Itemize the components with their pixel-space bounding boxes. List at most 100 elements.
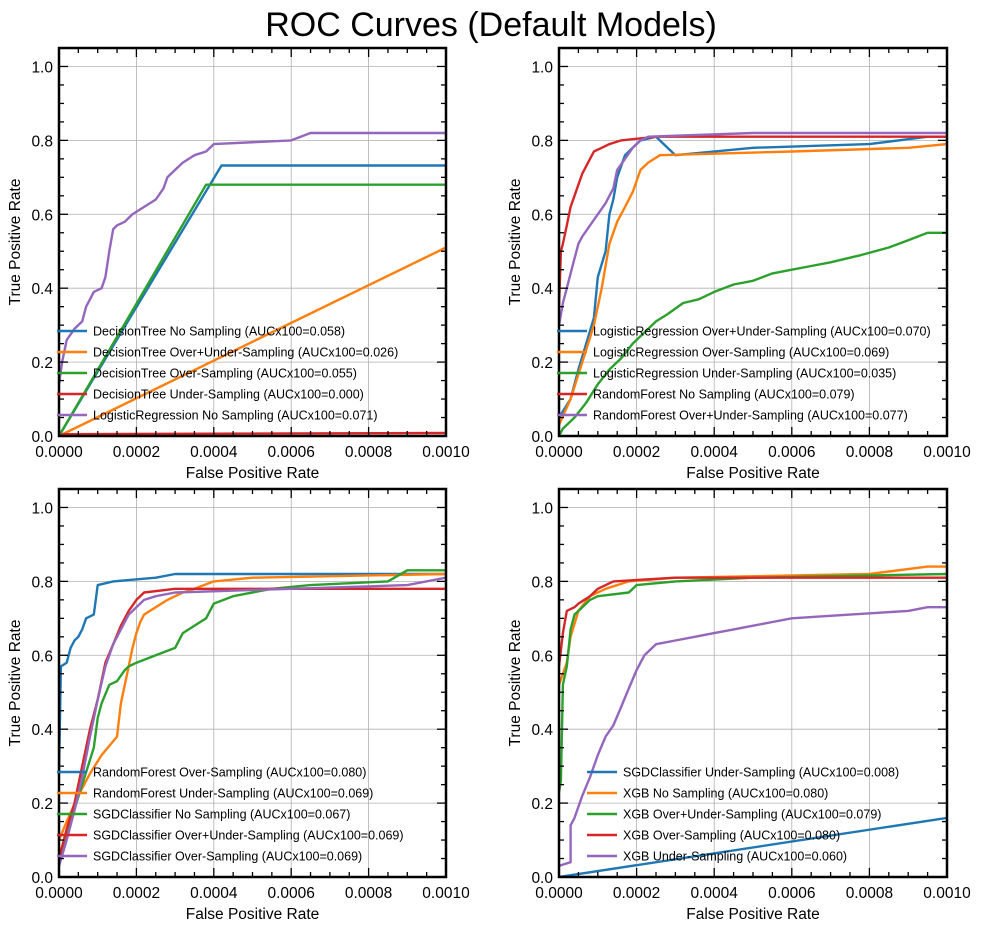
y-tick-label: 0.4 <box>531 281 553 298</box>
roc-curve-4 <box>559 576 947 667</box>
roc-curve-3 <box>59 569 446 859</box>
x-tick-label: 0.0004 <box>190 885 238 902</box>
y-tick-label: 0.6 <box>531 207 553 224</box>
legend-entry: LogisticRegression Over+Under-Sampling (… <box>593 325 931 339</box>
y-tick-label: 0.8 <box>531 133 553 150</box>
x-tick-label: 0.0000 <box>535 444 583 461</box>
y-tick-label: 0.2 <box>31 796 53 813</box>
x-tick-label: 0.0008 <box>345 885 392 902</box>
axes-frame <box>57 487 448 879</box>
x-tick-label: 0.0004 <box>690 885 738 902</box>
x-tick-label: 0.0002 <box>113 444 160 461</box>
x-tick-label: 0.0006 <box>768 444 815 461</box>
roc-curve-1 <box>559 135 947 419</box>
x-axis-label: False Positive Rate <box>186 906 320 923</box>
roc-panel-3: 0.0000 0.0002 0.0004 0.0006 0.0008 0.0010 0.0 0… <box>7 487 470 923</box>
y-tick-label: 1.0 <box>31 500 53 517</box>
legend-entry: LogisticRegression Over-Sampling (AUCx10… <box>593 346 889 360</box>
legend-entry: RandomForest Under-Sampling (AUCx100=0.0… <box>93 787 373 801</box>
roc-panel-2: 0.0000 0.0002 0.0004 0.0006 0.0008 0.0010 0.0 0… <box>507 46 971 482</box>
y-tick-label: 0.8 <box>31 133 53 150</box>
y-tick-label: 0.4 <box>31 722 53 739</box>
curves <box>559 565 947 877</box>
roc-curve-1 <box>559 816 947 877</box>
legend-entry: XGB Over-Sampling (AUCx100=0.080) <box>623 829 840 843</box>
legend-entry: DecisionTree Over+Under-Sampling (AUCx10… <box>93 346 398 360</box>
legend: LogisticRegression Over+Under-Sampling (… <box>557 325 931 423</box>
x-tick-label: 0.0000 <box>535 885 583 902</box>
y-tick-label: 0.8 <box>531 574 553 591</box>
x-tick-label: 0.0010 <box>923 885 971 902</box>
legend-entry: SGDClassifier Under-Sampling (AUCx100=0.… <box>623 766 899 780</box>
legend-entry: DecisionTree Under-Sampling (AUCx100=0.0… <box>93 388 364 402</box>
y-tick-label: 1.0 <box>531 500 553 517</box>
figure-title: ROC Curves (Default Models) <box>265 6 717 44</box>
x-tick-label: 0.0006 <box>267 885 314 902</box>
legend-entry: RandomForest Over-Sampling (AUCx100=0.08… <box>93 766 366 780</box>
legend-entry: DecisionTree No Sampling (AUCx100=0.058) <box>93 325 345 339</box>
x-axis-label: False Positive Rate <box>186 465 320 482</box>
roc-curve-5 <box>559 131 947 326</box>
y-tick-label: 0.6 <box>31 207 53 224</box>
roc-curve-1 <box>59 572 446 774</box>
x-tick-label: 0.0008 <box>345 444 392 461</box>
legend: SGDClassifier Under-Sampling (AUCx100=0.… <box>587 766 899 864</box>
x-tick-label: 0.0004 <box>190 444 238 461</box>
curves <box>59 569 446 867</box>
x-axis-label: False Positive Rate <box>686 906 820 923</box>
axes-frame <box>557 487 949 879</box>
x-tick-label: 0.0008 <box>846 444 893 461</box>
legend-entry: RandomForest No Sampling (AUCx100=0.079) <box>593 388 855 402</box>
y-axis-label: True Positive Rate <box>7 179 24 306</box>
legend-entry: SGDClassifier Over+Under-Sampling (AUCx1… <box>93 829 404 843</box>
x-tick-label: 0.0002 <box>613 444 660 461</box>
y-tick-label: 0.6 <box>531 648 553 665</box>
y-tick-label: 1.0 <box>531 59 553 76</box>
y-tick-label: 1.0 <box>31 59 53 76</box>
legend-entry: XGB Over+Under-Sampling (AUCx100=0.079) <box>623 808 881 822</box>
x-tick-label: 0.0004 <box>690 444 738 461</box>
x-tick-label: 0.0000 <box>35 444 83 461</box>
x-tick-label: 0.0008 <box>846 885 893 902</box>
legend-entry: XGB No Sampling (AUCx100=0.080) <box>623 787 828 801</box>
legend-entry: XGB Under-Sampling (AUCx100=0.060) <box>623 850 847 864</box>
y-axis-label: True Positive Rate <box>507 179 524 306</box>
x-tick-label: 0.0006 <box>267 444 314 461</box>
x-tick-label: 0.0010 <box>422 885 470 902</box>
roc-panel-1: 0.0000 0.0002 0.0004 0.0006 0.0008 0.0010 0.0 0… <box>7 46 470 482</box>
y-tick-label: 0.0 <box>31 429 53 446</box>
y-tick-label: 0.2 <box>31 355 53 372</box>
x-tick-label: 0.0002 <box>613 885 660 902</box>
x-axis-label: False Positive Rate <box>686 465 820 482</box>
y-tick-label: 0.4 <box>531 722 553 739</box>
roc-curve-5 <box>59 131 446 385</box>
x-tick-label: 0.0010 <box>923 444 971 461</box>
roc-curve-3 <box>59 183 446 436</box>
y-tick-label: 0.8 <box>31 574 53 591</box>
roc-curve-4 <box>559 135 947 307</box>
y-tick-label: 0.2 <box>531 355 553 372</box>
legend-entry: LogisticRegression Under-Sampling (AUCx1… <box>593 367 896 381</box>
y-tick-label: 0.6 <box>31 648 53 665</box>
legend: RandomForest Over-Sampling (AUCx100=0.08… <box>57 766 404 864</box>
y-axis-label: True Positive Rate <box>507 620 524 747</box>
y-tick-label: 0.2 <box>531 796 553 813</box>
roc-curve-2 <box>59 246 446 436</box>
legend-entry: DecisionTree Over-Sampling (AUCx100=0.05… <box>93 367 357 381</box>
y-axis-label: True Positive Rate <box>7 620 24 747</box>
roc-curve-3 <box>559 231 947 436</box>
roc-curve-2 <box>559 142 947 426</box>
roc-curve-5 <box>559 606 947 868</box>
x-tick-label: 0.0010 <box>422 444 470 461</box>
curves <box>59 131 446 436</box>
axes-frame <box>557 46 949 438</box>
y-tick-label: 0.0 <box>531 870 553 887</box>
y-tick-label: 0.4 <box>31 281 53 298</box>
x-tick-label: 0.0006 <box>768 885 815 902</box>
roc-curve-5 <box>59 576 446 867</box>
legend-entry: SGDClassifier Over-Sampling (AUCx100=0.0… <box>93 850 362 864</box>
x-tick-label: 0.0002 <box>113 885 160 902</box>
axes-frame <box>57 46 448 438</box>
legend: DecisionTree No Sampling (AUCx100=0.058)… <box>57 325 398 423</box>
